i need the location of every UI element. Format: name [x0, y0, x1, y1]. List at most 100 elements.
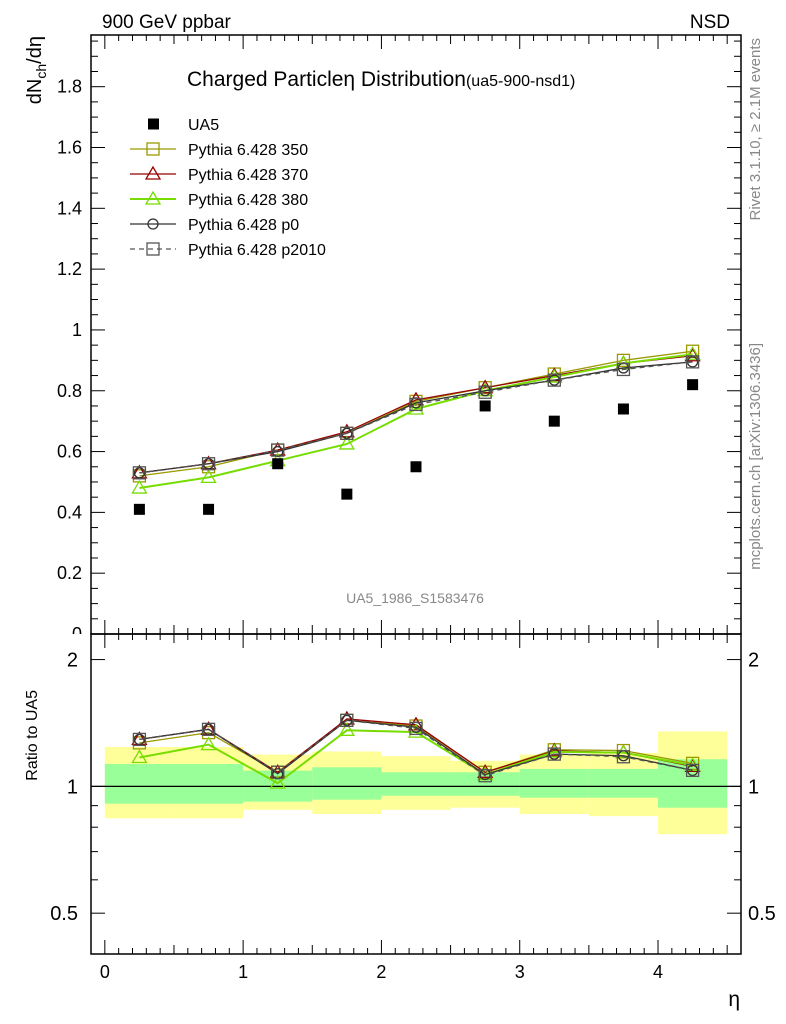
legend-label-4: Pythia 6.428 p2010: [188, 242, 326, 259]
legend-marker-4: [146, 242, 160, 256]
ratio-series: [131, 710, 701, 789]
series-point-2: [407, 400, 425, 415]
band-inner-5: [450, 772, 520, 796]
data-point: [203, 503, 215, 515]
ratio-tick-label-left: 2: [67, 650, 78, 672]
legend-label-3: Pythia 6.428 p0: [188, 217, 299, 234]
y-tick-label: 1.2: [57, 259, 82, 279]
ratio-point-3: [686, 764, 699, 777]
series-point-3: [548, 374, 560, 386]
series-point-4: [201, 457, 216, 471]
mcplots-label: mcplots.cern.ch [arXiv:1306.3436]: [747, 343, 764, 570]
legend-marker-2: [144, 190, 162, 205]
series-point-4: [547, 373, 561, 387]
legend-label-0: Pythia 6.428 350: [188, 142, 308, 159]
ratio-point-2: [269, 774, 286, 789]
axis-ticks: 0 1 2 3 4 0.2 0.4 0.6 0.8 1 1.2 1.4 1.6 1.8 0 0.5 0.5 1 1 2…: [50, 35, 776, 982]
ratio-point-3: [202, 723, 215, 735]
ratio-tick-label-right: 2: [748, 650, 759, 672]
series-line-3: [139, 361, 693, 474]
legend: UA5 Pythia 6.428 350 Pythia 6.428 370 Pythi…: [130, 117, 326, 259]
ratio-point-4: [478, 769, 492, 783]
band-inner-7: [588, 768, 659, 798]
legend-label-data: UA5: [188, 117, 219, 134]
legend-marker-3: [147, 218, 159, 230]
series-point-3: [133, 467, 146, 479]
analysis-watermark: UA5_1986_S1583476: [346, 590, 484, 606]
x-axis-label: η: [728, 988, 740, 1011]
band-inner-3: [312, 767, 382, 800]
header-left-label: 900 GeV ppbar: [102, 12, 232, 33]
ratio-point-3: [133, 733, 146, 746]
y-tick-label-zero: 0: [72, 624, 82, 644]
band-inner-1: [173, 764, 244, 804]
data-point: [133, 503, 145, 515]
y-axis-label-ratio: Ratio to UA5: [24, 690, 41, 781]
y-tick-label: 1.4: [57, 198, 82, 218]
series-point-4: [340, 426, 354, 440]
ratio-tick-label-right: 0.5: [748, 903, 776, 925]
series-point-4: [685, 355, 700, 369]
series-point-0: [616, 353, 631, 367]
data-point: [687, 379, 699, 391]
ratio-point-4: [201, 722, 216, 736]
data-point: [272, 458, 284, 470]
series-point-3: [341, 427, 353, 439]
ratio-tick-label-left: 1: [67, 776, 78, 798]
chart-subtitle: (ua5-900-nsd1): [466, 73, 575, 90]
ratio-point-4: [616, 750, 631, 764]
ratio-point-4: [409, 721, 423, 736]
ratio-point-4: [132, 732, 147, 747]
x-tick-label: 0: [100, 962, 110, 982]
chart-title-main: Charged Particleη Distribution: [187, 68, 466, 91]
ratio-tick-label-left: 0.5: [50, 903, 78, 925]
x-tick-label: 2: [376, 962, 386, 982]
band-inner-6: [519, 768, 589, 798]
data-point: [548, 415, 560, 427]
series-point-3: [202, 458, 215, 470]
series-point-4: [271, 443, 285, 457]
series-line-4: [139, 361, 693, 474]
main-series: [131, 344, 701, 515]
series-point-4: [616, 362, 631, 377]
legend-marker-data: [148, 118, 159, 130]
uncertainty-bands: [91, 731, 741, 835]
ratio-point-2: [200, 736, 217, 751]
header-right-label: NSD: [690, 12, 730, 33]
series-point-2: [338, 435, 355, 450]
data-point: [479, 400, 491, 412]
rivet-version-label: Rivet 3.1.10, ≥ 2.1M events: [747, 38, 764, 221]
series-point-2: [131, 479, 148, 494]
ratio-point-3: [341, 714, 353, 726]
band-inner-8: [658, 759, 728, 808]
legend-marker-0: [146, 142, 160, 156]
series-point-2: [200, 469, 217, 484]
ratio-point-4: [547, 747, 561, 761]
y-axis-label-main: dNch/dη: [24, 36, 49, 104]
y-tick-label: 0.8: [57, 381, 82, 401]
y-tick-label: 1: [72, 320, 82, 340]
series-point-4: [478, 385, 492, 399]
legend-label-2: Pythia 6.428 380: [188, 192, 308, 209]
band-inner-4: [381, 772, 451, 796]
data-point: [410, 461, 422, 473]
ratio-panel-frame: [90, 633, 742, 955]
ratio-tick-label-right: 1: [748, 776, 759, 798]
series-point-4: [409, 397, 423, 412]
ratio-point-4: [685, 763, 700, 778]
series-point-2: [684, 345, 701, 360]
data-point: [617, 403, 629, 415]
y-tick-label: 1.8: [57, 77, 82, 97]
data-point: [341, 488, 353, 500]
ratio-line-4: [139, 719, 693, 777]
ratio-point-4: [340, 713, 354, 727]
series-point-1: [269, 441, 286, 456]
series-point-4: [132, 466, 147, 480]
ratio-line-3: [139, 719, 693, 776]
x-tick-label: 4: [653, 962, 663, 982]
legend-marker-1: [144, 165, 162, 180]
y-tick-label: 0.6: [57, 442, 82, 462]
x-tick-label: 1: [238, 962, 248, 982]
x-tick-label: 3: [515, 962, 525, 982]
